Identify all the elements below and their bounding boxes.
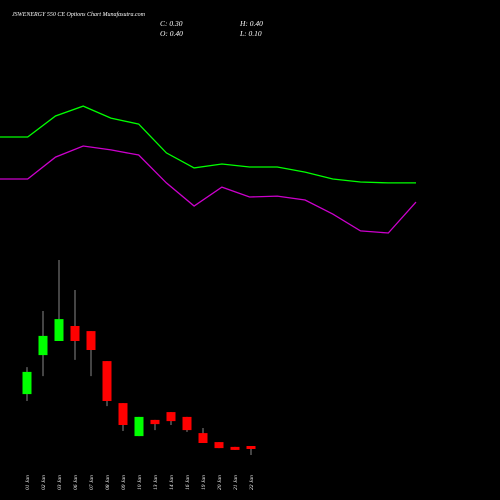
candle-body (166, 412, 176, 422)
candle-body (230, 446, 240, 450)
x-tick-label: 06 Jan (73, 475, 79, 490)
indicator-line (0, 145, 417, 234)
x-tick-label: 22 Jan (249, 475, 255, 490)
candle-body (150, 419, 160, 425)
candle-body (22, 371, 32, 395)
x-tick-label: 21 Jan (233, 475, 239, 490)
indicator-line (0, 105, 416, 184)
candle-body (246, 446, 256, 449)
candle-body (54, 319, 64, 341)
candle-body (102, 361, 112, 401)
candle-body (118, 403, 128, 425)
x-tick-label: 07 Jan (89, 475, 95, 490)
candle-body (86, 331, 96, 350)
x-tick-label: 20 Jan (217, 475, 223, 490)
low-label: L: 0.10 (239, 29, 262, 38)
chart-title: JSWENERGY 550 CE Options Chart Munafasut… (12, 11, 146, 18)
x-tick-label: 01 Jan (25, 475, 31, 490)
x-tick-label: 16 Jan (185, 475, 191, 490)
high-label: H: 0.40 (239, 19, 263, 28)
close-label: C: 0.30 (160, 19, 183, 28)
candle-body (134, 416, 144, 437)
x-tick-label: 03 Jan (57, 475, 63, 490)
candle-body (70, 326, 80, 341)
x-tick-label: 02 Jan (41, 475, 47, 490)
x-tick-label: 19 Jan (201, 475, 207, 490)
x-tick-label: 10 Jan (137, 475, 143, 490)
x-tick-label: 13 Jan (153, 475, 159, 490)
candle-body (38, 335, 48, 356)
candle-body (214, 442, 224, 449)
candle-body (198, 433, 208, 443)
x-tick-label: 08 Jan (105, 475, 111, 490)
x-tick-label: 14 Jan (168, 475, 175, 490)
x-tick-label: 09 Jan (121, 475, 127, 490)
candle-body (182, 416, 192, 431)
open-label: O: 0.40 (160, 29, 183, 38)
